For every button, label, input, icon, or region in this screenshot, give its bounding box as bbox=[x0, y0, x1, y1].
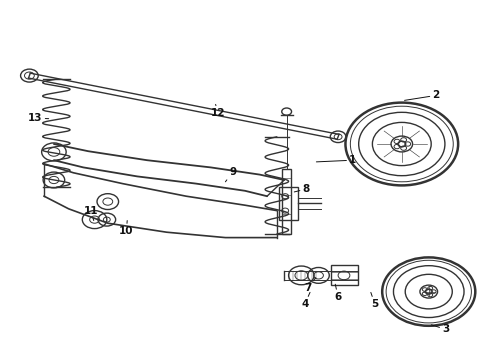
Text: 11: 11 bbox=[83, 206, 98, 221]
Text: 4: 4 bbox=[301, 292, 310, 309]
Text: 2: 2 bbox=[405, 90, 440, 100]
Bar bbox=[331, 265, 358, 285]
Text: 5: 5 bbox=[371, 292, 378, 309]
Text: 12: 12 bbox=[211, 104, 225, 118]
Text: 9: 9 bbox=[225, 167, 236, 182]
Text: 6: 6 bbox=[335, 284, 342, 302]
Circle shape bbox=[21, 69, 38, 82]
Text: 8: 8 bbox=[294, 184, 310, 194]
Text: 3: 3 bbox=[431, 324, 449, 334]
Bar bbox=[282, 168, 291, 234]
Text: 7: 7 bbox=[304, 278, 316, 293]
Text: 10: 10 bbox=[119, 221, 134, 236]
Bar bbox=[279, 187, 298, 220]
Circle shape bbox=[330, 131, 346, 143]
Text: 1: 1 bbox=[317, 155, 356, 165]
Text: 13: 13 bbox=[28, 113, 49, 123]
